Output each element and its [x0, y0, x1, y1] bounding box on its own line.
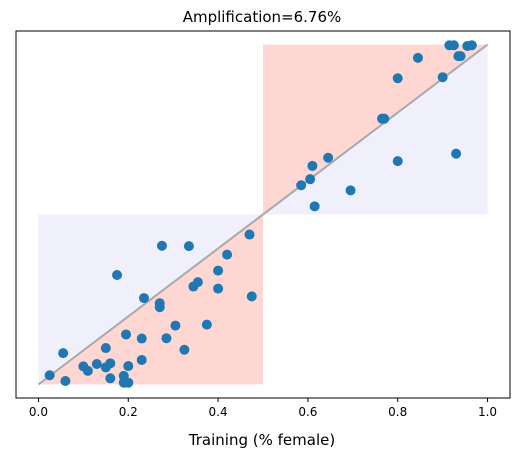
data-point: [213, 265, 224, 276]
data-point: [437, 72, 448, 83]
data-point: [222, 249, 233, 260]
data-point: [323, 152, 334, 163]
data-point: [105, 358, 116, 369]
data-point: [201, 319, 212, 330]
data-point: [412, 52, 423, 63]
data-point: [345, 185, 356, 196]
data-point: [392, 156, 403, 167]
diagonal-layer: [37, 43, 489, 386]
data-point: [91, 359, 102, 370]
data-point: [123, 377, 134, 388]
data-point: [192, 277, 203, 288]
data-point: [213, 283, 224, 294]
x-tick-label: 0.2: [119, 405, 138, 419]
data-point: [305, 174, 316, 185]
data-point: [296, 180, 307, 191]
x-tick-label: 0.0: [29, 405, 48, 419]
x-tick-label: 0.4: [209, 405, 228, 419]
data-point: [448, 40, 459, 51]
x-tick-label: 1.0: [478, 405, 497, 419]
x-tick-label: 0.8: [388, 405, 407, 419]
data-point: [112, 269, 123, 280]
data-point: [123, 361, 134, 372]
points-layer: [44, 40, 477, 388]
data-point: [136, 354, 147, 365]
data-point: [379, 113, 390, 124]
data-point: [60, 376, 71, 387]
data-point: [183, 241, 194, 252]
data-point: [161, 333, 172, 344]
chart-title: Amplification=6.76%: [183, 8, 342, 26]
data-point: [156, 240, 167, 251]
data-point: [138, 293, 149, 304]
data-point: [244, 229, 255, 240]
data-point: [392, 73, 403, 84]
data-point: [58, 348, 69, 359]
x-axis-label: Training (% female): [188, 431, 335, 449]
x-tick-label: 0.6: [298, 405, 317, 419]
data-point: [307, 160, 318, 171]
x-axis-ticks: 0.0 0.2 0.4 0.6 0.8 1.0: [29, 398, 497, 419]
data-point: [309, 201, 320, 212]
data-point: [82, 365, 93, 376]
data-point: [246, 291, 257, 302]
data-point: [44, 370, 55, 381]
data-point: [100, 343, 111, 354]
data-point: [105, 373, 116, 384]
data-point: [179, 344, 190, 355]
data-point: [170, 320, 181, 331]
data-point: [121, 329, 132, 340]
data-point: [451, 148, 462, 159]
data-point: [154, 298, 165, 309]
data-point: [136, 333, 147, 344]
diagonal-line: [37, 43, 489, 386]
data-point: [466, 40, 477, 51]
data-point: [455, 51, 466, 62]
plot-frame: [15, 30, 511, 399]
